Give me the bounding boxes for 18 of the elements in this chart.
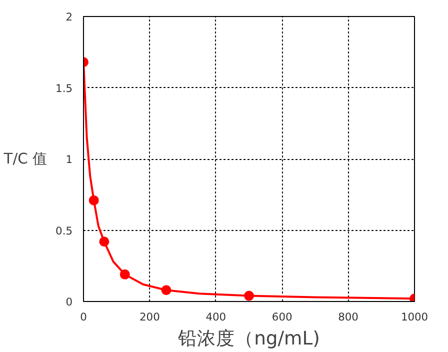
y-tick-label: 0 — [66, 296, 73, 308]
point — [99, 236, 110, 247]
x-tick-label: 200 — [140, 310, 160, 324]
x-axis-title: 铅浓度（ng/mL) — [177, 328, 320, 350]
y-tick-label: 1 — [66, 153, 72, 166]
point — [88, 195, 99, 206]
y-axis-title: T/C 值 — [2, 150, 48, 168]
point — [161, 285, 172, 296]
x-tick-label: 1000 — [400, 310, 428, 324]
y-tick-label: 2 — [66, 10, 72, 24]
x-tick-label: 400 — [206, 310, 226, 324]
y-tick-label: 1.5 — [56, 82, 73, 95]
y-tick-label: 0.5 — [56, 224, 73, 238]
x-tick-label: 600 — [272, 310, 292, 324]
point — [120, 269, 130, 280]
x-tick-label: 0 — [80, 310, 88, 324]
point — [244, 290, 254, 301]
x-tick-label: 800 — [338, 310, 359, 324]
